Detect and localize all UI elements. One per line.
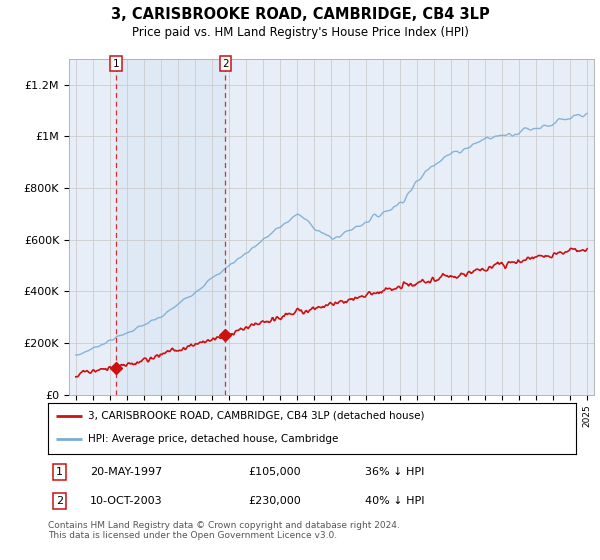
Text: 1: 1	[113, 59, 119, 69]
Bar	[116, 59, 226, 395]
Text: Price paid vs. HM Land Registry's House Price Index (HPI): Price paid vs. HM Land Registry's House …	[131, 26, 469, 39]
Text: 10-OCT-2003: 10-OCT-2003	[90, 496, 163, 506]
Text: 20-MAY-1997: 20-MAY-1997	[90, 467, 163, 477]
Text: 36% ↓ HPI: 36% ↓ HPI	[365, 467, 424, 477]
Text: HPI: Average price, detached house, Cambridge: HPI: Average price, detached house, Camb…	[88, 435, 338, 445]
Text: £105,000: £105,000	[248, 467, 301, 477]
Text: 3, CARISBROOKE ROAD, CAMBRIDGE, CB4 3LP: 3, CARISBROOKE ROAD, CAMBRIDGE, CB4 3LP	[110, 7, 490, 22]
Text: 2: 2	[222, 59, 229, 69]
Text: 40% ↓ HPI: 40% ↓ HPI	[365, 496, 424, 506]
Text: £230,000: £230,000	[248, 496, 301, 506]
Text: 1: 1	[56, 467, 63, 477]
Text: 3, CARISBROOKE ROAD, CAMBRIDGE, CB4 3LP (detached house): 3, CARISBROOKE ROAD, CAMBRIDGE, CB4 3LP …	[88, 411, 424, 421]
Text: 2: 2	[56, 496, 63, 506]
Text: Contains HM Land Registry data © Crown copyright and database right 2024.
This d: Contains HM Land Registry data © Crown c…	[48, 521, 400, 540]
